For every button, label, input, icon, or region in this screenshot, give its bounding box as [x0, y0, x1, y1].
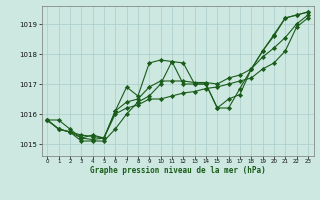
X-axis label: Graphe pression niveau de la mer (hPa): Graphe pression niveau de la mer (hPa) [90, 166, 266, 175]
